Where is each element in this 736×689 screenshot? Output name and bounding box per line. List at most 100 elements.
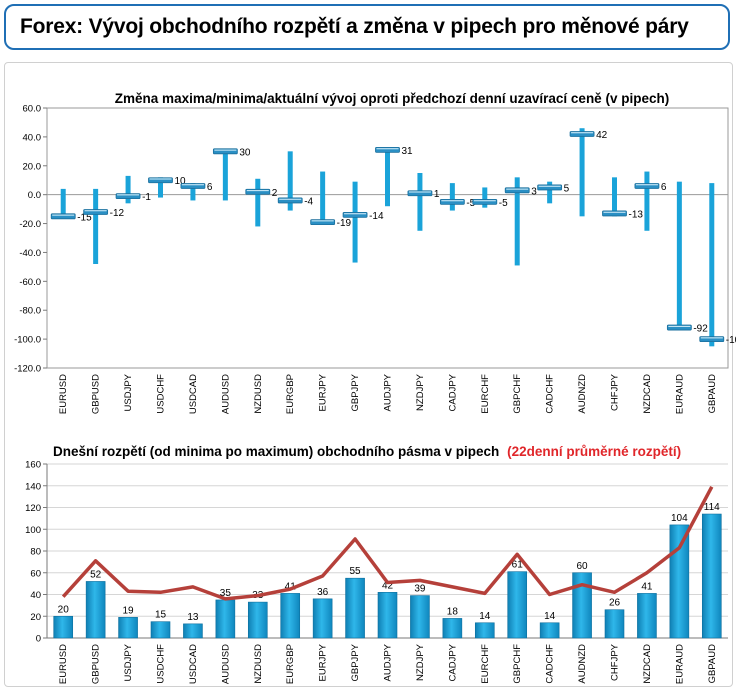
chart1-data-label: -13 [629, 209, 644, 220]
chart1-current-marker [50, 213, 76, 220]
chart1-data-label: -19 [337, 218, 352, 229]
chart1-data-label: -15 [77, 212, 92, 223]
chart1-current-marker [439, 198, 465, 205]
chart1-current-marker [342, 211, 368, 218]
chart1-current-marker [472, 198, 498, 205]
chart1-xtick-label: AUDUSD [220, 374, 231, 414]
chart1-current-marker [602, 210, 627, 217]
chart1-data-label: -5 [499, 198, 508, 209]
chart1-ytick-label: -20.0 [19, 219, 41, 230]
chart1-ytick-label: 20.0 [23, 161, 42, 172]
chart1-xtick-label: CADJPY [447, 373, 458, 411]
chart1-range-bar [385, 147, 390, 207]
chart1-xtick-label: GBPJPY [350, 373, 361, 411]
chart1-xtick-label: GBPUSD [91, 374, 102, 414]
page-title: Forex: Vývoj obchodního rozpětí a změna … [20, 15, 689, 38]
chart1-data-label: 42 [596, 130, 608, 141]
chart1-range-bar [612, 177, 617, 217]
chart1-current-marker [310, 219, 336, 226]
chart1-range-bar [255, 178, 261, 227]
chart1-current-marker [83, 209, 109, 215]
chart1-ytick-label: -80.0 [19, 306, 41, 317]
chart1-current-marker [407, 190, 433, 197]
chart1-data-label: 5 [564, 183, 570, 194]
chart1-data-label: 10 [175, 176, 187, 187]
chart1-range-bar [352, 181, 358, 263]
chart1-current-marker [115, 193, 141, 200]
chart1-xtick-label: GBPAUD [707, 374, 718, 414]
header-box: Forex: Vývoj obchodního rozpětí a změna … [4, 4, 730, 50]
chart1-xtick-label: GBPCHF [512, 374, 523, 414]
chart1-xtick-label: EURUSD [58, 374, 69, 414]
chart1-current-marker [504, 187, 530, 194]
chart1-data-label: 2 [272, 188, 278, 199]
chart1-xtick-label: AUDJPY [383, 373, 394, 411]
chart1-current-marker [148, 177, 173, 184]
chart1-xtick-label: NZDCAD [642, 374, 653, 414]
chart1-range-bar [190, 183, 196, 201]
chart1-range-bar [125, 175, 131, 204]
chart1-xtick-label: EURJPY [318, 373, 329, 411]
chart1-ytick-label: 0.0 [28, 190, 41, 201]
chart1-xtick-label: CHFJPY [610, 373, 621, 411]
chart1-range-bar [514, 177, 520, 266]
chart1-xtick-label: EURAUD [674, 374, 685, 414]
chart1-data-label: 6 [207, 182, 213, 193]
chart1-xtick-label: AUDNZD [577, 374, 588, 414]
chart1-xtick-label: NZDJPY [415, 373, 426, 411]
chart1-range-bar [60, 188, 66, 218]
chart1-data-label: 1 [434, 189, 440, 200]
chart1-xtick-label: EURGBP [285, 374, 296, 414]
chart1-current-marker [634, 183, 660, 189]
chart1-data-label: -12 [110, 208, 125, 219]
chart1-axes: 60.0 40.0 20.0 0.0 -20.0 -40.0 -60.0 -80.0 -100.… [14, 104, 718, 415]
chart1-ytick-label: 40.0 [23, 132, 42, 143]
chart1-current-marker [666, 324, 692, 331]
chart1-ytick-label: -100.0 [14, 335, 41, 346]
chart1-range-bar [676, 181, 682, 331]
chart1-range-bar [222, 149, 228, 201]
chart1-data-label: 6 [661, 182, 667, 193]
chart1-current-marker [245, 188, 271, 195]
chart1-data-label: -4 [304, 196, 313, 207]
chart1-current-marker [277, 197, 303, 204]
chart1-xtick-label: CADCHF [545, 374, 556, 414]
chart1-current-marker [212, 148, 238, 155]
chart1-current-marker [375, 146, 400, 153]
chart1-xtick-label: EURCHF [480, 374, 491, 414]
charts-frame [4, 62, 733, 687]
chart1-data-label: -92 [693, 324, 708, 335]
chart1-range-bar [417, 173, 423, 231]
chart1-plot-border [46, 107, 729, 369]
chart1-range-bar [579, 128, 585, 217]
chart1-data-label: -100 [726, 335, 736, 346]
chart1-data-label: 30 [239, 147, 251, 158]
chart1-xtick-label: NZDUSD [253, 374, 264, 414]
chart1-range-bar [158, 177, 163, 198]
chart1-current-marker [569, 131, 595, 137]
chart1-marks: -15 -12 -1 10 6 30 2 -4 -19 -14 31 1 -5 -5 3 5 42 -13 6 -92… [50, 128, 736, 347]
chart1-ytick-label: -120.0 [14, 364, 41, 375]
chart1-xtick-label: USDCAD [188, 374, 199, 414]
chart1-xtick-label: USDCHF [156, 374, 167, 414]
chart1-range-bar [709, 183, 715, 347]
chart1-range-bar [449, 183, 455, 211]
chart1-data-label: -5 [466, 198, 475, 209]
chart1-title: Změna maxima/minima/aktuální vývoj oprot… [115, 91, 669, 106]
chart1-range-bar [644, 171, 650, 231]
chart1-data-label: -1 [142, 192, 151, 203]
chart1-current-marker [180, 183, 206, 189]
chart1-range-bar [287, 151, 293, 211]
chart1-current-marker [699, 336, 725, 343]
chart1-range-bar [547, 181, 553, 204]
chart1-ytick-label: -40.0 [19, 248, 41, 259]
chart1-xtick-label: USDJPY [123, 373, 134, 411]
chart1-range-bar [320, 171, 326, 225]
chart1-data-label: 31 [402, 146, 414, 157]
chart1-range-bar [93, 188, 99, 264]
chart1-current-marker [537, 184, 563, 191]
chart1-range-bar [482, 187, 488, 208]
chart1-data-label: -14 [369, 211, 384, 222]
chart1-ytick-label: -60.0 [19, 277, 41, 288]
